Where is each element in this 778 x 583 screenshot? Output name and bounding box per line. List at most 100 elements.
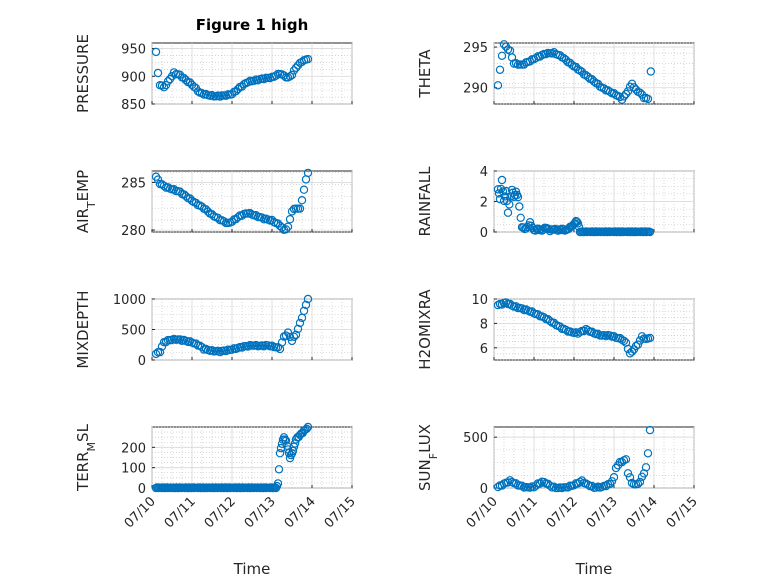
data-point <box>505 200 514 209</box>
y-tick-label: 100 <box>121 462 146 477</box>
data-point <box>295 318 305 328</box>
data-point <box>243 342 253 351</box>
data-point <box>153 68 163 78</box>
subplot-2: 290 295 THETA <box>416 40 695 105</box>
data-point <box>285 72 295 81</box>
data-point <box>517 481 527 490</box>
figure-title: Figure 1 high <box>196 16 309 34</box>
y-axis-label: H2OMIXRA <box>416 289 434 370</box>
data-point <box>500 192 510 201</box>
data-point <box>573 219 583 228</box>
data-point <box>159 82 169 92</box>
data-point <box>579 326 589 336</box>
data-point <box>609 473 619 482</box>
data-point <box>281 225 291 234</box>
data-point <box>646 67 656 76</box>
data-point <box>207 90 217 100</box>
y-tick-label: 0 <box>480 226 488 241</box>
y-axis-label: RAINFALL <box>416 166 434 237</box>
data-point <box>288 446 298 456</box>
data-point <box>571 328 581 337</box>
subplot-5: 0 500 1000 MIXDEPTH <box>74 290 353 369</box>
x-tick-label: 07/14 <box>624 494 661 531</box>
data-point <box>498 187 508 196</box>
data-point <box>259 342 269 351</box>
y-tick-label: 4 <box>480 165 488 180</box>
data-point <box>301 300 311 310</box>
data-point <box>497 175 507 185</box>
subplot-7: 0 100 200 07/10 07/11 07/12 07/13 07/14 07/15 TER… <box>74 422 359 531</box>
data-point <box>215 347 225 357</box>
data-point <box>302 424 311 433</box>
data-point <box>641 463 651 472</box>
data-point <box>271 71 281 80</box>
data-point <box>277 223 287 232</box>
data-point <box>227 345 237 354</box>
data-point <box>213 346 223 355</box>
data-point <box>535 479 545 488</box>
data-point <box>175 335 185 344</box>
data-point <box>281 436 291 445</box>
data-point <box>633 479 643 489</box>
data-point <box>163 183 173 192</box>
data-point <box>285 214 295 224</box>
data-point <box>627 478 637 488</box>
data-point <box>635 88 645 97</box>
data-point <box>284 448 294 458</box>
data-point <box>291 63 301 73</box>
data-point <box>583 72 593 82</box>
y-tick-label: 295 <box>463 41 488 56</box>
data-point <box>277 338 287 347</box>
data-point <box>539 313 549 322</box>
data-point <box>181 191 191 201</box>
data-point <box>259 74 269 84</box>
data-point <box>523 222 532 232</box>
data-point <box>539 477 549 487</box>
data-point <box>645 333 655 343</box>
y-tick-label: 1000 <box>113 293 146 308</box>
x-tick-label: 07/12 <box>544 494 581 531</box>
y-tick-label: 6 <box>480 342 488 357</box>
data-point <box>289 66 299 75</box>
data-point <box>545 316 555 326</box>
data-point <box>221 346 231 356</box>
data-point <box>601 481 611 491</box>
data-point <box>151 47 161 57</box>
data-point <box>273 343 283 352</box>
data-point <box>541 50 551 59</box>
x-tick-label: 07/10 <box>464 494 501 531</box>
data-point <box>293 324 303 334</box>
data-point <box>151 349 161 359</box>
data-point <box>515 202 524 211</box>
y-axis-label: SUNFLUX <box>416 424 440 491</box>
data-point <box>287 70 297 80</box>
y-tick-label: 850 <box>121 98 146 113</box>
data-point <box>299 185 309 194</box>
data-point <box>297 195 307 205</box>
y-tick-label: 280 <box>121 224 146 239</box>
data-point <box>607 477 617 486</box>
data-point <box>495 65 505 75</box>
data-point <box>303 168 313 178</box>
y-tick-label: 0 <box>138 354 146 369</box>
data-point <box>301 425 310 434</box>
data-point <box>643 94 653 104</box>
data-point <box>283 222 293 231</box>
x-tick-label: 07/13 <box>584 494 621 531</box>
x-tick-label: 07/11 <box>504 494 541 531</box>
data-point <box>267 341 277 350</box>
y-tick-label: 0 <box>138 482 146 497</box>
x-tick-label: 07/15 <box>322 494 359 531</box>
data-point <box>191 339 201 348</box>
x-tick-label: 07/14 <box>282 494 319 531</box>
data-point <box>503 208 513 217</box>
data-point <box>303 54 313 64</box>
data-point <box>593 329 603 338</box>
data-point <box>503 478 513 487</box>
y-tick-label: 500 <box>463 431 488 446</box>
data-point <box>549 482 559 491</box>
data-point <box>275 449 285 458</box>
data-point <box>627 347 637 356</box>
data-point <box>219 217 229 226</box>
data-point <box>251 340 261 350</box>
